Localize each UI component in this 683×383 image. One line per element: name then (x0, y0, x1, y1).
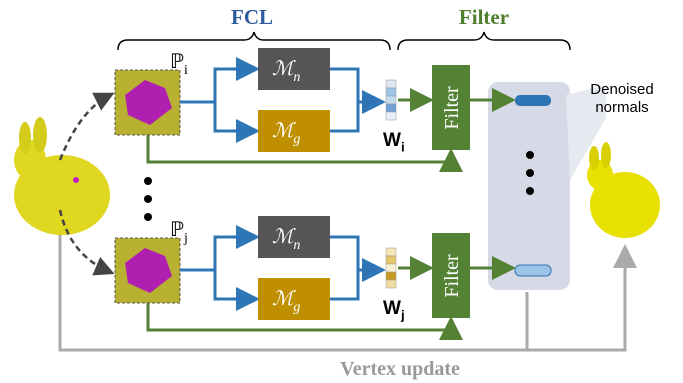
diagram: FCL Filter Denoised normals Vertex updat… (0, 0, 683, 383)
module-label-symbol: ℳ (272, 120, 296, 142)
module-label-sub: g (293, 300, 300, 315)
flow-line (215, 69, 254, 102)
weight-cell (386, 88, 396, 96)
module-label-sub: n (293, 70, 300, 85)
patch-label-symbol: ℙ (170, 51, 184, 73)
flow-line (330, 237, 380, 270)
output-mesh (587, 142, 660, 238)
weight-cell (386, 248, 396, 256)
module-label-symbol: ℳ (272, 288, 296, 310)
module-label-sub: g (293, 132, 300, 147)
flow-line (215, 270, 254, 299)
weight-cell (386, 256, 396, 264)
module-label-symbol: ℳ (272, 226, 296, 248)
weight-cell (386, 104, 396, 112)
weight-label: Wj (383, 298, 405, 323)
module-label-sub: n (293, 238, 300, 253)
flow-line (330, 102, 358, 131)
filter-label: Filter (441, 254, 463, 298)
flow-line (330, 270, 358, 299)
input-mesh (14, 117, 110, 235)
weight-label-symbol: W (383, 130, 401, 151)
panel (488, 82, 570, 290)
output-label: normals (595, 99, 648, 116)
flow-line (215, 102, 254, 131)
normal-pill (515, 95, 551, 106)
section-label: FCL (231, 5, 273, 29)
flow-line (215, 237, 254, 270)
weight-label-symbol: W (383, 298, 401, 319)
patch-label-symbol: ℙ (170, 219, 184, 241)
patch-label-sub: i (184, 63, 188, 78)
module-label-symbol: ℳ (272, 58, 296, 80)
flow-line (330, 69, 380, 102)
weight-cell (386, 80, 396, 88)
weight-label-sub: j (400, 308, 405, 323)
brace (118, 32, 390, 50)
patch-label-sub: j (183, 231, 188, 246)
weight-cell (386, 96, 396, 104)
section-label: Filter (459, 5, 509, 29)
weight-cell (386, 272, 396, 280)
weight-cell (386, 112, 396, 120)
filter-label: Filter (441, 86, 463, 130)
weight-label-sub: i (401, 140, 405, 155)
bottom-label: Vertex update (340, 358, 460, 380)
output-label: Denoised (590, 81, 653, 98)
normal-pill (515, 265, 551, 276)
sample-arrow (60, 95, 110, 160)
weight-cell (386, 280, 396, 288)
weight-cell (386, 264, 396, 272)
brace (398, 32, 570, 50)
weight-label: Wi (383, 130, 405, 155)
